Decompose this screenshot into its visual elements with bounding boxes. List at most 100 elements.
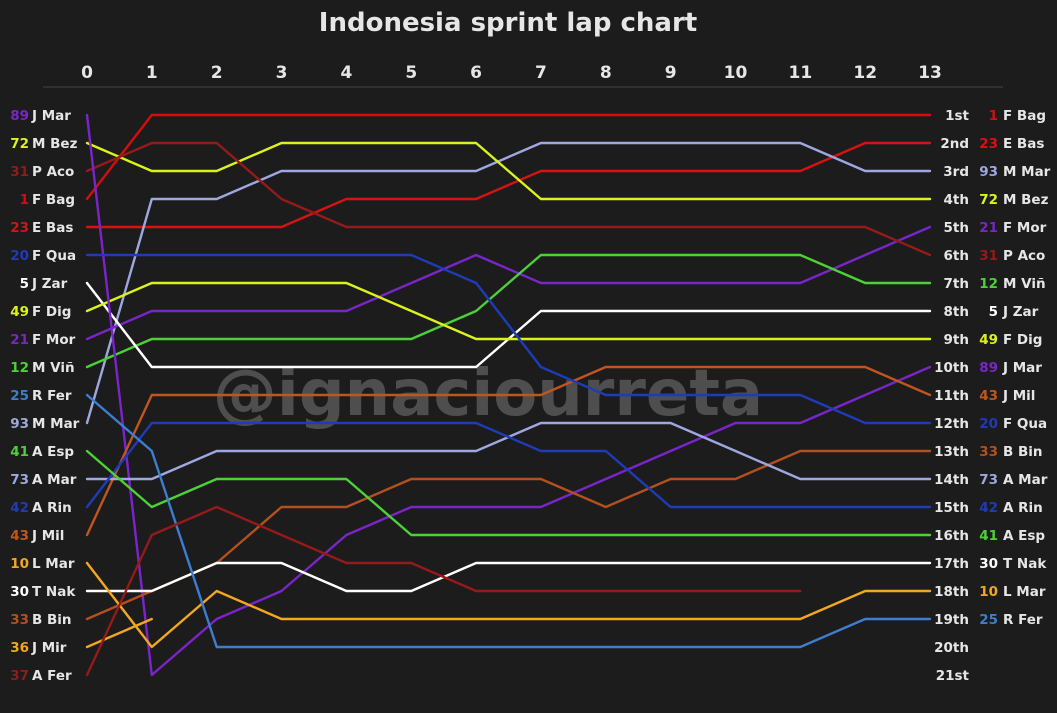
start-label-name: A Rin: [32, 500, 72, 516]
finish-label-20: 20 F Qua: [979, 416, 1047, 432]
finish-label-number: 10: [979, 584, 998, 600]
lap-tick-2: 2: [211, 63, 223, 83]
finish-order-labels: 1 F Bag 23 E Bas 93 M Mar 72 M Bez 21 F Mor 31 P Ac…: [979, 108, 1050, 628]
finish-label-41: 41 A Esp: [979, 528, 1045, 544]
finish-label-number: 43: [979, 388, 998, 404]
position-label-21st: 21st: [936, 668, 970, 684]
finish-label-number: 5: [989, 304, 998, 320]
start-label-name: F Dig: [32, 304, 71, 320]
start-label-number: 20: [10, 248, 29, 264]
start-label-30: 30 T Nak: [10, 584, 76, 600]
start-label-31: 31 P Aco: [10, 164, 74, 180]
position-label-5th: 5th: [944, 220, 969, 236]
finish-label-43: 43 J Mil: [979, 388, 1035, 404]
chart-title: Indonesia sprint lap chart: [319, 8, 697, 38]
driver-line-42: [85, 421, 932, 509]
finish-label-name: L Mar: [1003, 584, 1046, 600]
finish-label-name: F Dig: [1003, 332, 1042, 348]
start-label-name: F Qua: [32, 248, 76, 264]
start-label-name: A Fer: [32, 668, 72, 684]
finish-label-73: 73 A Mar: [979, 472, 1047, 488]
finish-label-name: B Bin: [1003, 444, 1043, 460]
finish-label-number: 30: [979, 556, 998, 572]
start-label-73: 73 A Mar: [10, 472, 76, 488]
start-label-number: 21: [10, 332, 29, 348]
finish-label-number: 20: [979, 416, 998, 432]
start-label-number: 23: [10, 220, 29, 236]
start-label-name: R Fer: [32, 388, 72, 404]
start-label-number: 31: [10, 164, 29, 180]
finish-label-name: J Mil: [1002, 388, 1035, 404]
position-label-2nd: 2nd: [940, 136, 969, 152]
start-label-number: 25: [10, 388, 29, 404]
start-label-number: 30: [10, 584, 29, 600]
start-label-12: 12 M Viñ: [10, 360, 74, 376]
start-label-36: 36 J Mir: [10, 640, 67, 656]
start-label-number: 89: [10, 108, 29, 124]
position-label-16th: 16th: [934, 528, 969, 544]
driver-line-37: [85, 505, 802, 677]
finish-label-name: F Mor: [1003, 220, 1047, 236]
position-label-4th: 4th: [944, 192, 969, 208]
driver-line-1: [85, 113, 932, 201]
start-label-name: J Mir: [31, 640, 67, 656]
finish-label-number: 89: [979, 360, 998, 376]
position-label-14th: 14th: [934, 472, 969, 488]
lap-tick-6: 6: [470, 63, 482, 83]
start-label-number: 5: [20, 276, 29, 292]
start-label-name: E Bas: [32, 220, 73, 236]
finish-label-name: M Mar: [1003, 164, 1051, 180]
start-label-name: M Viñ: [32, 360, 75, 376]
finish-label-name: A Rin: [1003, 500, 1043, 516]
start-label-37: 37 A Fer: [10, 668, 72, 684]
driver-line-10: [85, 561, 932, 649]
position-label-12th: 12th: [934, 416, 969, 432]
driver-line-30: [85, 561, 932, 593]
position-labels: 1st 2nd 3rd 4th 5th 6th 7th 8th 9th 10th 11th 12th 1…: [934, 108, 969, 684]
lap-tick-12: 12: [853, 63, 877, 83]
start-label-number: 10: [10, 556, 29, 572]
finish-label-number: 12: [979, 276, 998, 292]
start-label-number: 93: [10, 416, 29, 432]
start-label-name: A Mar: [32, 472, 77, 488]
start-label-10: 10 L Mar: [10, 556, 75, 572]
lap-tick-7: 7: [535, 63, 547, 83]
start-label-42: 42 A Rin: [10, 500, 72, 516]
start-label-number: 73: [10, 472, 29, 488]
finish-label-name: J Mar: [1002, 360, 1042, 376]
position-label-1st: 1st: [945, 108, 969, 124]
finish-label-1: 1 F Bag: [989, 108, 1046, 124]
position-label-9th: 9th: [944, 332, 969, 348]
start-label-33: 33 B Bin: [10, 612, 71, 628]
finish-label-number: 42: [979, 500, 998, 516]
position-label-11th: 11th: [934, 388, 969, 404]
position-label-20th: 20th: [934, 640, 969, 656]
start-label-number: 37: [10, 668, 29, 684]
start-label-name: T Nak: [32, 584, 76, 600]
finish-label-10: 10 L Mar: [979, 584, 1046, 600]
position-label-8th: 8th: [944, 304, 969, 320]
finish-label-93: 93 M Mar: [979, 164, 1050, 180]
position-label-17th: 17th: [934, 556, 969, 572]
position-label-10th: 10th: [934, 360, 969, 376]
finish-label-name: F Qua: [1003, 416, 1047, 432]
start-label-name: J Mar: [31, 108, 71, 124]
finish-label-25: 25 R Fer: [979, 612, 1043, 628]
driver-line-12: [85, 253, 932, 369]
start-label-name: L Mar: [32, 556, 75, 572]
start-label-89: 89 J Mar: [10, 108, 71, 124]
lap-axis: 0 1 2 3 4 5 6 7 8 9 10 11 12 13: [81, 63, 942, 83]
finish-label-name: M Viñ: [1003, 276, 1046, 292]
driver-line-31: [85, 141, 932, 257]
driver-line-23: [85, 141, 932, 229]
start-label-number: 33: [10, 612, 29, 628]
start-label-number: 43: [10, 528, 29, 544]
start-label-number: 49: [10, 304, 29, 320]
driver-lines: [85, 113, 932, 677]
finish-label-42: 42 A Rin: [979, 500, 1043, 516]
driver-line-21: [85, 225, 932, 341]
position-label-13th: 13th: [934, 444, 969, 460]
